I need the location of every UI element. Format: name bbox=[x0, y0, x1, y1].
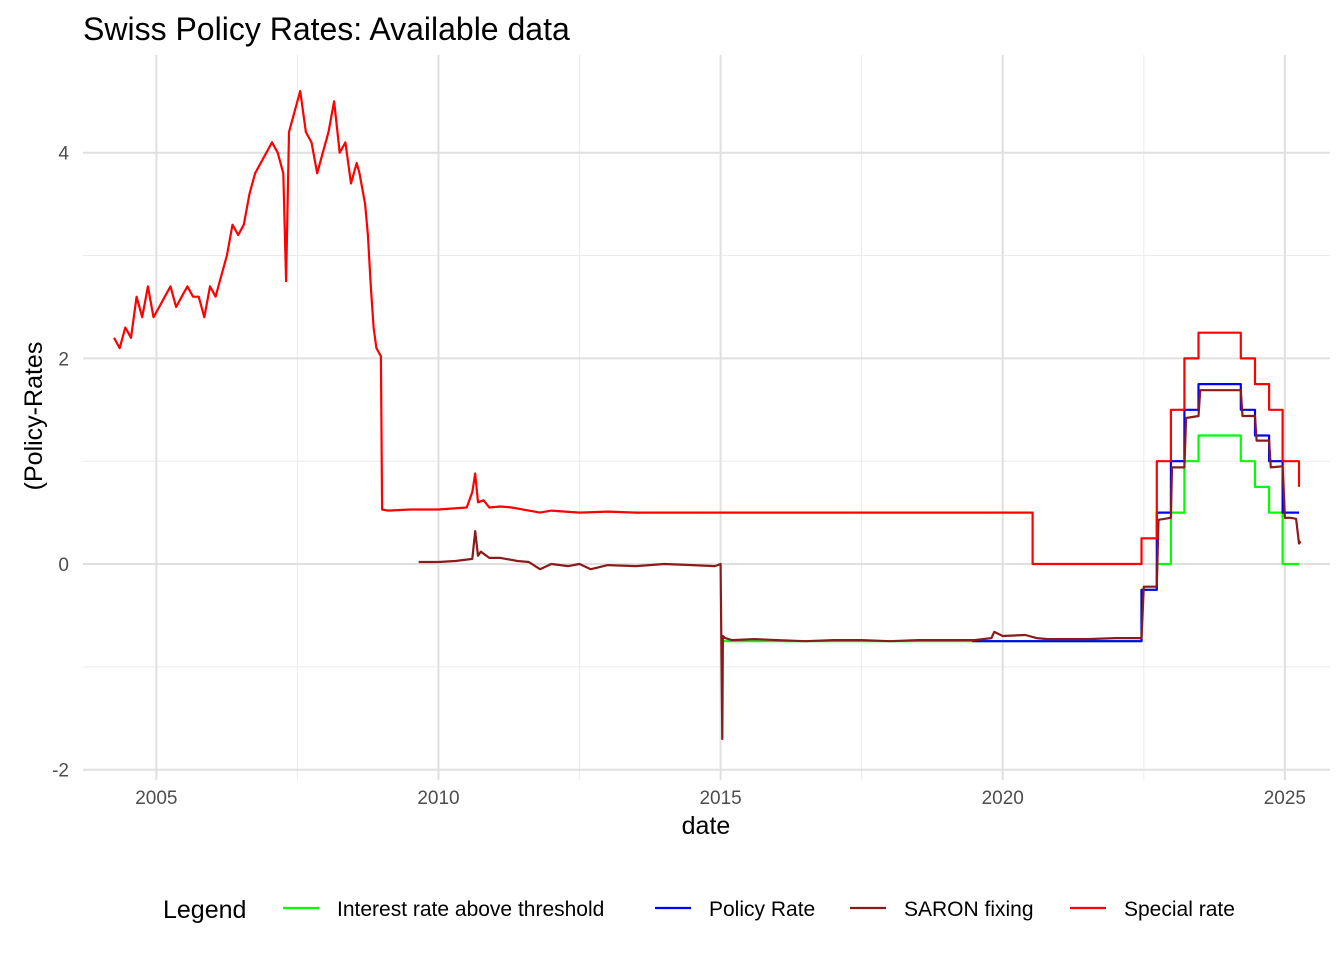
x-tick-label: 2005 bbox=[135, 788, 177, 809]
y-axis-title: (Policy-Rates bbox=[20, 342, 48, 491]
x-tick-label: 2025 bbox=[1264, 788, 1306, 809]
y-axis-ticks: -2 0 2 4 bbox=[52, 144, 69, 782]
x-tick-label: 2010 bbox=[417, 788, 459, 809]
series-line-special-rate bbox=[113, 89, 1301, 566]
chart-title: Swiss Policy Rates: Available data bbox=[83, 11, 570, 47]
y-tick-label: 2 bbox=[58, 349, 69, 370]
y-tick-label: 0 bbox=[58, 555, 69, 576]
legend-label-saron-fixing: SARON fixing bbox=[904, 898, 1034, 921]
series-line-interest-rate-above-threshold bbox=[723, 434, 1299, 643]
legend-label-policy-rate: Policy Rate bbox=[709, 898, 815, 921]
y-tick-label: 4 bbox=[58, 144, 69, 165]
legend-label-special-rate: Special rate bbox=[1124, 898, 1235, 921]
x-axis-title: date bbox=[682, 812, 731, 840]
x-tick-label: 2020 bbox=[982, 788, 1024, 809]
legend: Legend Interest rate above threshold Poli… bbox=[163, 896, 1235, 924]
y-tick-label: -2 bbox=[52, 761, 69, 782]
series-lines bbox=[113, 89, 1302, 741]
legend-title: Legend bbox=[163, 896, 246, 924]
x-tick-label: 2015 bbox=[699, 788, 741, 809]
series-line-saron-fixing bbox=[418, 389, 1302, 741]
legend-label-interest-rate-above-threshold: Interest rate above threshold bbox=[337, 898, 604, 921]
x-axis-ticks: 2005 2010 2015 2020 2025 bbox=[135, 788, 1306, 809]
grid bbox=[83, 55, 1330, 780]
